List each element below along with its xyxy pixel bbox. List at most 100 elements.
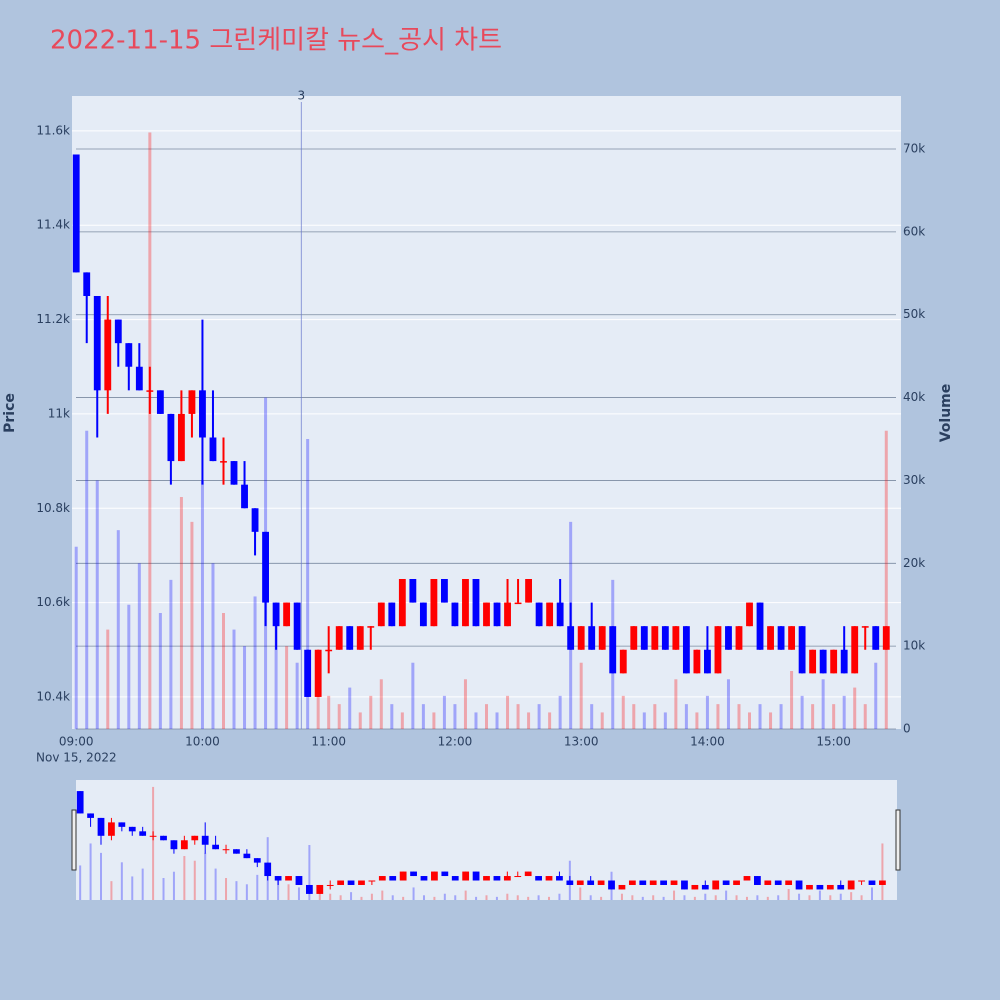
volume-bar bbox=[642, 712, 646, 729]
candle-body bbox=[830, 649, 838, 674]
mini-candle-body bbox=[712, 880, 720, 890]
volume-bar bbox=[705, 695, 709, 729]
candle-body bbox=[819, 649, 827, 674]
mini-volume-bar bbox=[141, 868, 144, 900]
mini-volume-bar bbox=[704, 893, 707, 900]
mini-candle-body bbox=[451, 876, 459, 881]
mini-volume-bar bbox=[422, 895, 425, 900]
range-slider[interactable] bbox=[76, 780, 897, 900]
mini-volume-bar bbox=[600, 896, 603, 900]
volume-bar bbox=[758, 704, 762, 729]
candle-body bbox=[714, 626, 722, 674]
mini-volume-bar bbox=[495, 896, 498, 900]
mini-volume-bar bbox=[329, 893, 332, 900]
volume-bar bbox=[306, 439, 310, 729]
mini-volume-bar bbox=[516, 895, 519, 900]
candle-body bbox=[767, 626, 774, 650]
candle-body bbox=[472, 579, 480, 627]
mini-volume-bar bbox=[537, 895, 540, 900]
x-date-label: Nov 15, 2022 bbox=[36, 751, 117, 765]
mini-candle-body bbox=[472, 871, 480, 881]
mini-candle-body bbox=[576, 880, 584, 885]
mini-volume-bar bbox=[829, 895, 832, 900]
mini-candle-body bbox=[795, 880, 803, 890]
volume-bar bbox=[874, 662, 878, 729]
range-handle-left[interactable] bbox=[71, 809, 77, 871]
mini-candle-body bbox=[87, 813, 94, 818]
mini-candle-body bbox=[191, 835, 199, 841]
mini-volume-bar bbox=[620, 893, 623, 900]
mini-candle-body bbox=[462, 871, 470, 881]
volume-bar bbox=[516, 704, 520, 729]
volume-bar bbox=[432, 712, 436, 729]
volume-bar bbox=[74, 546, 78, 729]
volume-bar bbox=[348, 687, 352, 729]
volume-bar bbox=[548, 712, 552, 729]
candle-body bbox=[851, 626, 859, 674]
mini-candle-body bbox=[816, 884, 824, 890]
candle-body bbox=[230, 461, 238, 485]
volume-bar bbox=[474, 712, 478, 729]
candle-body bbox=[682, 626, 690, 674]
mini-volume-bar bbox=[287, 884, 290, 900]
mini-volume-bar bbox=[350, 892, 353, 900]
candle-body bbox=[314, 649, 322, 697]
mini-volume-bar bbox=[683, 895, 686, 900]
volume-bar bbox=[853, 687, 857, 729]
mini-candle-body bbox=[618, 884, 626, 890]
y-tick-label: 11k bbox=[48, 406, 70, 420]
candle-body bbox=[504, 602, 511, 627]
candle-body bbox=[462, 579, 469, 627]
mini-volume-bar bbox=[193, 860, 196, 900]
volume-bar bbox=[358, 712, 362, 729]
candle-body bbox=[725, 626, 732, 650]
mini-volume-bar bbox=[214, 868, 217, 900]
mini-candle-body bbox=[368, 880, 376, 882]
candle-body bbox=[514, 602, 522, 605]
volume-bar bbox=[421, 704, 425, 729]
mini-volume-bar bbox=[652, 895, 655, 900]
mini-volume-bar bbox=[235, 881, 238, 900]
mini-candle-body bbox=[253, 858, 261, 863]
candle-body bbox=[104, 319, 112, 391]
mini-candle-body bbox=[535, 876, 542, 881]
mini-volume-bar bbox=[485, 895, 488, 900]
volume-bar bbox=[726, 679, 730, 729]
x-tick-label: 11:00 bbox=[311, 735, 346, 749]
volume-bar bbox=[390, 704, 394, 729]
candle-body bbox=[83, 272, 91, 296]
candle-body bbox=[167, 413, 175, 462]
mini-candle-body bbox=[399, 871, 407, 881]
range-handle-right[interactable] bbox=[895, 809, 901, 871]
mini-candle-body bbox=[628, 880, 636, 885]
mini-candle-body bbox=[701, 884, 709, 890]
mini-volume-bar bbox=[464, 890, 467, 900]
volume-bar bbox=[716, 704, 720, 729]
mini-volume-bar bbox=[402, 896, 405, 900]
y-tick-label: 10.4k bbox=[36, 689, 70, 703]
volume-bar bbox=[485, 704, 488, 729]
mini-candle-body bbox=[743, 876, 751, 881]
volume-bar bbox=[453, 704, 457, 729]
mini-volume-bar bbox=[89, 843, 92, 900]
mini-volume-bar bbox=[548, 896, 551, 900]
volume-bar bbox=[600, 712, 604, 729]
candle-body bbox=[483, 602, 490, 627]
mini-candle-body bbox=[524, 871, 532, 877]
candle-body bbox=[188, 390, 196, 414]
candle-body bbox=[430, 579, 438, 627]
mini-volume-bar bbox=[725, 890, 728, 900]
mini-volume-bar bbox=[579, 887, 582, 900]
volume-bar bbox=[832, 704, 836, 729]
annotation-label: 3 bbox=[298, 89, 306, 103]
mini-volume-bar bbox=[850, 892, 853, 900]
mini-candle-body bbox=[295, 876, 303, 885]
mini-volume-bar bbox=[277, 878, 280, 900]
y2-axis-title: Volume bbox=[938, 384, 954, 443]
mini-candle-body bbox=[691, 884, 699, 890]
mini-volume-bar bbox=[777, 895, 780, 900]
mini-volume-bar bbox=[318, 890, 321, 900]
candle-body bbox=[693, 649, 701, 674]
mini-volume-bar bbox=[308, 845, 311, 900]
y2-tick-label: 50k bbox=[903, 307, 925, 321]
